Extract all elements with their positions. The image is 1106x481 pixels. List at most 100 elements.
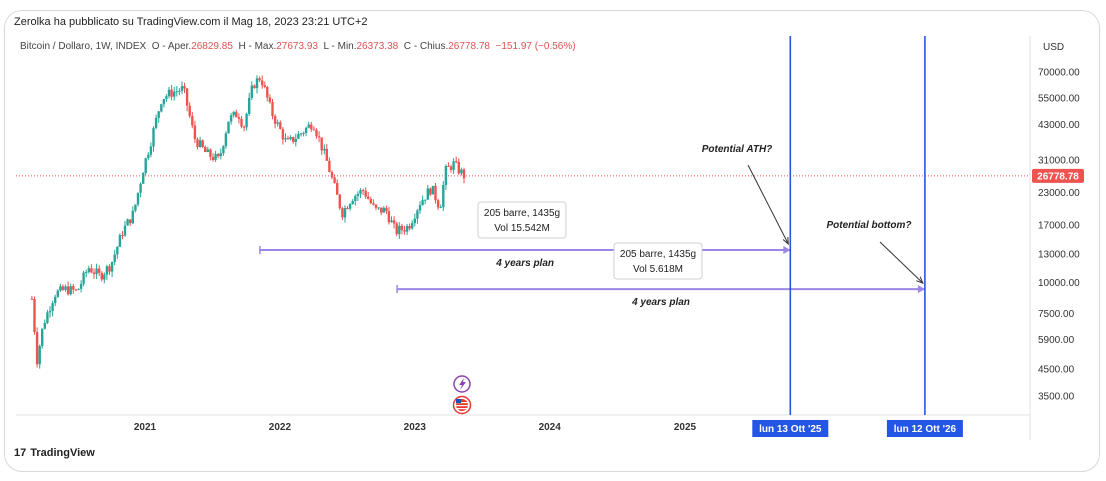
candle-body [304, 127, 308, 133]
candle-body [87, 268, 90, 273]
candle-body [105, 266, 109, 275]
candle-body [196, 139, 199, 147]
candle-body [364, 190, 367, 197]
candle-body [261, 80, 264, 86]
chart-frame [4, 10, 1100, 472]
candle-body [279, 122, 282, 129]
candle-body [170, 89, 173, 97]
candle-body [235, 111, 238, 118]
candle-body [250, 85, 253, 98]
candle-body [387, 211, 391, 223]
x-tick-label: 2025 [674, 422, 697, 433]
candle-body [126, 219, 129, 226]
candle-body [103, 274, 106, 280]
close-value: 26778.78 [448, 41, 490, 52]
candle-body [286, 138, 290, 140]
lightning-icon [459, 378, 466, 390]
candle-body [162, 99, 166, 105]
candle-body [108, 266, 111, 272]
candle-body [38, 346, 41, 365]
range-stats-box [613, 242, 703, 280]
candle-body [416, 210, 419, 219]
candle-body [338, 194, 341, 209]
price-badge-bg [1032, 168, 1084, 183]
y-tick-label: 17000.00 [1038, 221, 1080, 232]
candle-body [56, 290, 59, 297]
candle-body [403, 230, 406, 232]
candle-body [343, 208, 347, 218]
candle-body [348, 204, 352, 209]
flag-stripe [456, 405, 468, 407]
candle-body [61, 286, 65, 290]
annotation-arrow-line [747, 164, 789, 245]
candle-body [204, 147, 207, 152]
candle-body [439, 207, 442, 209]
candle-body [72, 286, 75, 290]
annotation-text: Potential ATH? [702, 144, 773, 155]
candle-body [268, 97, 272, 102]
range-stats-box [477, 201, 567, 239]
candle-body [421, 200, 424, 206]
candle-body [307, 124, 310, 128]
lightning-badge[interactable] [453, 375, 471, 393]
vertical-date-badge [752, 420, 829, 437]
y-tick-label: 3500.00 [1038, 392, 1075, 403]
candle-body [183, 86, 186, 89]
candle-body [82, 272, 85, 284]
candle-body [299, 133, 303, 135]
vertical-date-label: lun 12 Ott '26 [894, 424, 957, 435]
candle-body [276, 122, 279, 124]
us-flag-badge[interactable] [452, 395, 472, 415]
candle-body [95, 268, 98, 275]
candle-body [219, 153, 222, 157]
candle-body [51, 303, 54, 311]
candle-body [160, 104, 163, 112]
candle-body [436, 200, 440, 208]
candle-body [377, 207, 380, 209]
drawing-overlays: 4 years plan 205 barre, 1435g Vol 15.542M 4… [259, 36, 963, 437]
candle-body [369, 198, 372, 204]
candle-body [185, 88, 189, 106]
candle-body [413, 218, 416, 224]
candle-body [395, 223, 398, 235]
range-label: 4 years plan [495, 258, 554, 269]
annotation-arrow-line [879, 241, 924, 284]
candle-body [328, 160, 331, 173]
candle-body [462, 169, 466, 179]
candle-body [222, 146, 225, 154]
candle-body [426, 188, 429, 200]
candle-body [74, 289, 78, 291]
x-axis: 2021202220232024202567 [134, 422, 958, 433]
candle-body [206, 149, 209, 152]
candle-body [180, 86, 184, 91]
candle-body [48, 311, 52, 313]
candle-body [147, 154, 150, 159]
tradingview-footer[interactable]: 17 TradingView [14, 447, 95, 459]
symbol-legend: Bitcoin / Dollaro, 1W, INDEX O - Aper.26… [20, 41, 576, 52]
candle-body [372, 203, 375, 205]
low-value: 26373.38 [356, 41, 399, 52]
y-tick-label: 55000.00 [1038, 94, 1080, 105]
date-range-arrowhead [783, 246, 791, 254]
candle-body [154, 117, 158, 128]
open-value: 26829.85 [191, 41, 233, 52]
publish-caption: Zerolka ha pubblicato su TradingView.com… [14, 16, 368, 28]
price-badge-label: 26778.78 [1037, 171, 1079, 182]
candle-body [447, 166, 450, 167]
candle-body [302, 132, 305, 134]
candle-body [142, 173, 145, 184]
candle-body [167, 89, 171, 97]
candle-body [69, 286, 72, 295]
candle-body [175, 91, 178, 93]
range-stats-bars: 205 barre, 1435g [484, 208, 560, 219]
x-tick-label: 2024 [539, 422, 562, 433]
candle-body [90, 268, 93, 273]
candle-body [100, 272, 103, 280]
candle-body [292, 137, 295, 142]
candle-body [367, 196, 370, 199]
candle-body [54, 297, 57, 304]
candle-body [46, 312, 49, 323]
candle-body [323, 148, 326, 151]
candle-body [361, 190, 365, 191]
